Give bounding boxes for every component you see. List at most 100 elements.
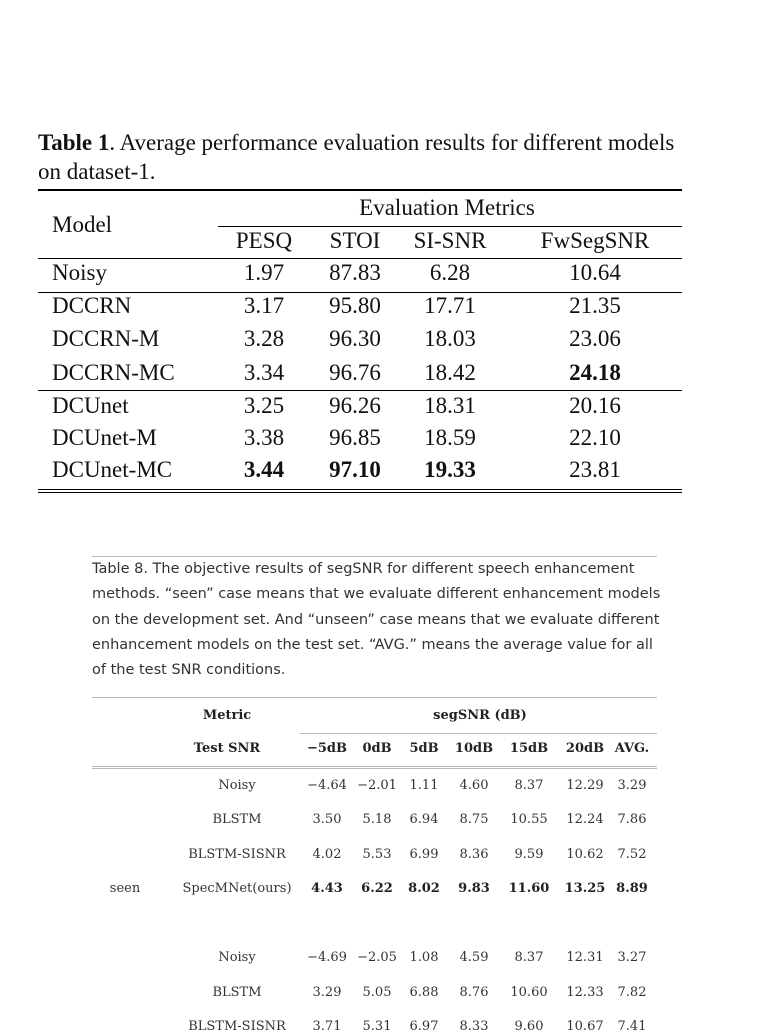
cell-value: −2.05 [357, 950, 397, 965]
cell-value: 1.11 [409, 778, 439, 793]
cell-value: 12.33 [566, 985, 604, 1000]
row-model: SpecMNet(ours) [182, 881, 292, 896]
header-metric: Metric [202, 708, 252, 723]
row-model: DCUnet-MC [52, 457, 173, 482]
row-model: Noisy [218, 778, 256, 793]
divider [38, 258, 682, 259]
header-model: Model [52, 212, 113, 237]
cell-value: 21.35 [569, 293, 621, 318]
cell-value: 3.71 [312, 1019, 342, 1034]
row-model: BLSTM-SISNR [188, 1019, 286, 1034]
cell-value: 9.60 [514, 1019, 544, 1034]
cell-value: 6.88 [409, 985, 439, 1000]
cell-value: 97.10 [329, 457, 381, 482]
cell-value: 3.50 [312, 812, 342, 827]
cell-value: 19.33 [424, 457, 476, 482]
cell-value: 10.64 [569, 260, 621, 285]
cell-value: 12.24 [566, 812, 604, 827]
cell-value: 3.17 [243, 293, 285, 318]
cell-value: 23.81 [569, 457, 621, 482]
cell-value: 13.25 [564, 881, 606, 896]
cell-value: 3.27 [617, 950, 647, 965]
cell-value: 9.83 [458, 881, 490, 896]
table-1: Table 1. Average performance evaluation … [38, 128, 682, 186]
divider [38, 492, 682, 493]
cell-value: 6.28 [429, 260, 471, 285]
column-header: PESQ [235, 228, 293, 253]
divider [92, 556, 657, 557]
cell-value: 12.29 [566, 778, 604, 793]
cell-value: 8.75 [459, 812, 489, 827]
header-group: segSNR (dB) [433, 708, 527, 723]
column-header: AVG. [614, 741, 650, 756]
cell-value: 8.37 [514, 778, 544, 793]
cell-value: 5.05 [362, 985, 392, 1000]
cell-value: 6.22 [361, 881, 393, 896]
cell-value: 7.41 [617, 1019, 647, 1034]
cell-value: −2.01 [357, 778, 397, 793]
cell-value: 18.42 [424, 360, 476, 385]
cell-value: 11.60 [508, 881, 550, 896]
cell-value: 96.76 [329, 360, 381, 385]
divider [38, 189, 682, 191]
row-model: DCCRN-MC [52, 360, 175, 385]
cell-value: −4.64 [307, 778, 347, 793]
cell-value: 7.82 [617, 985, 647, 1000]
cell-value: 8.02 [408, 881, 440, 896]
cell-value: 9.59 [514, 847, 544, 862]
column-header: 0dB [362, 741, 392, 756]
cell-value: 5.18 [362, 812, 392, 827]
cell-value: 12.31 [566, 950, 604, 965]
header-test-snr: Test SNR [193, 741, 261, 756]
cell-value: 18.31 [424, 393, 476, 418]
column-header: 5dB [409, 741, 439, 756]
cell-value: 23.06 [569, 326, 621, 351]
row-model: DCUnet-M [52, 425, 157, 450]
cell-value: 24.18 [569, 360, 621, 385]
row-model: BLSTM [212, 985, 262, 1000]
cell-value: 5.31 [362, 1019, 392, 1034]
row-model: BLSTM-SISNR [188, 847, 286, 862]
column-header: FwSegSNR [540, 228, 650, 253]
cell-value: 87.83 [329, 260, 381, 285]
column-header: 20dB [565, 741, 605, 756]
cell-value: 4.02 [312, 847, 342, 862]
cell-value: 7.86 [617, 812, 647, 827]
cell-value: 10.62 [566, 847, 604, 862]
column-header: 10dB [454, 741, 494, 756]
cell-value: 10.60 [510, 985, 548, 1000]
cell-value: 3.38 [243, 425, 285, 450]
cell-value: 4.43 [311, 881, 343, 896]
cell-value: 17.71 [424, 293, 476, 318]
header-group: Evaluation Metrics [359, 195, 535, 220]
cell-value: 7.52 [617, 847, 647, 862]
column-header: −5dB [306, 741, 348, 756]
cell-value: 8.89 [616, 881, 648, 896]
cell-value: 10.67 [566, 1019, 604, 1034]
cell-value: 18.03 [424, 326, 476, 351]
row-model: Noisy [52, 260, 107, 285]
cell-value: 8.37 [514, 950, 544, 965]
cell-value: 8.36 [459, 847, 489, 862]
divider [92, 768, 657, 769]
cell-value: 8.76 [459, 985, 489, 1000]
row-model: DCCRN [52, 293, 132, 318]
divider [218, 226, 682, 227]
cell-value: 3.29 [617, 778, 647, 793]
divider [38, 292, 682, 293]
cell-value: 6.97 [409, 1019, 439, 1034]
cell-value: 6.94 [409, 812, 439, 827]
cell-value: 3.34 [243, 360, 285, 385]
column-header: 15dB [509, 741, 549, 756]
cell-value: 96.26 [329, 393, 381, 418]
cell-value: 95.80 [329, 293, 381, 318]
cell-value: 96.85 [329, 425, 381, 450]
divider [300, 733, 657, 734]
cell-value: −4.69 [307, 950, 347, 965]
cell-value: 6.99 [409, 847, 439, 862]
cell-value: 1.97 [243, 260, 285, 285]
group-label-seen: seen [109, 881, 141, 896]
cell-value: 20.16 [569, 393, 621, 418]
row-model: Noisy [218, 950, 256, 965]
